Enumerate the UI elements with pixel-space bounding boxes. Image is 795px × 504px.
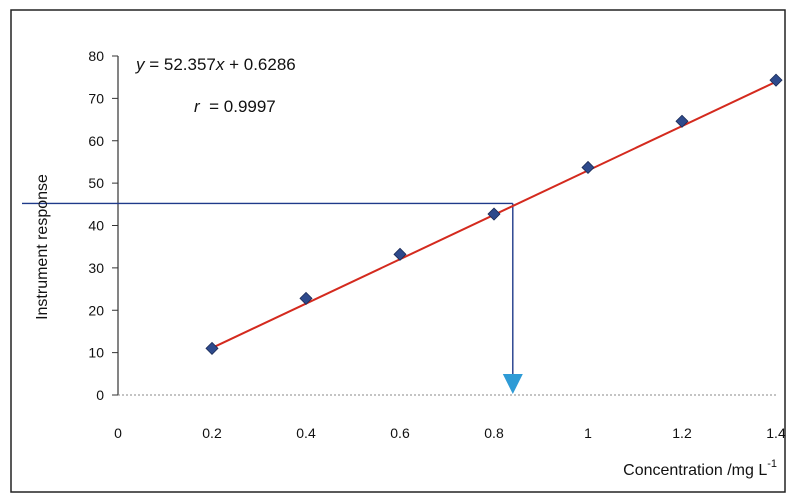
y-axis-ticks: 0 10 20 30 40 50 60 70 80 [88,48,118,403]
data-point-marker [675,114,689,128]
x-tick-label: 0.6 [390,425,410,441]
lookup-lines [22,202,523,394]
x-tick-label: 0.4 [296,425,316,441]
equation-intercept: + 0.6286 [224,55,295,74]
x-tick-label: 0 [114,425,122,441]
correlation-r-var: r [194,97,201,116]
data-point-marker [581,160,595,175]
y-axis-title: Instrument response [34,174,51,320]
equation-x-var: x [215,55,225,74]
x-axis-ticks: 0 0.2 0.4 0.6 0.8 1 1.2 1.4 [114,425,786,441]
x-tick-label: 1.4 [766,425,786,441]
x-axis-title: Concentration /mg L-1 [623,458,777,479]
x-tick-label: 0.2 [202,425,222,441]
data-point-marker [299,291,313,305]
y-tick-label: 60 [88,133,104,149]
x-tick-label: 1 [584,425,592,441]
x-tick-label: 0.8 [484,425,504,441]
correlation-value: = 0.9997 [200,97,276,116]
data-point-marker [393,247,407,261]
y-tick-label: 20 [88,302,104,318]
y-tick-label: 30 [88,260,104,276]
x-tick-label: 1.2 [672,425,692,441]
y-tick-label: 0 [96,387,104,403]
data-point-marker [769,73,783,87]
regression-equation: y = 52.357x + 0.6286 [135,55,296,74]
y-tick-label: 10 [88,345,104,361]
correlation-coefficient: r = 0.9997 [194,97,276,116]
data-point-marker [205,341,219,355]
equation-slope: = 52.357 [145,55,216,74]
lookup-arrow-icon [502,374,523,394]
y-tick-label: 40 [88,218,104,234]
x-axis-title-main: Concentration /mg L [623,462,767,479]
equation-y-var: y [135,55,146,74]
y-tick-label: 80 [88,48,104,64]
data-point-marker [487,207,501,221]
x-axis-title-superscript: -1 [767,458,777,470]
data-points [205,73,783,355]
y-tick-label: 50 [88,175,104,191]
y-tick-label: 70 [88,90,104,106]
